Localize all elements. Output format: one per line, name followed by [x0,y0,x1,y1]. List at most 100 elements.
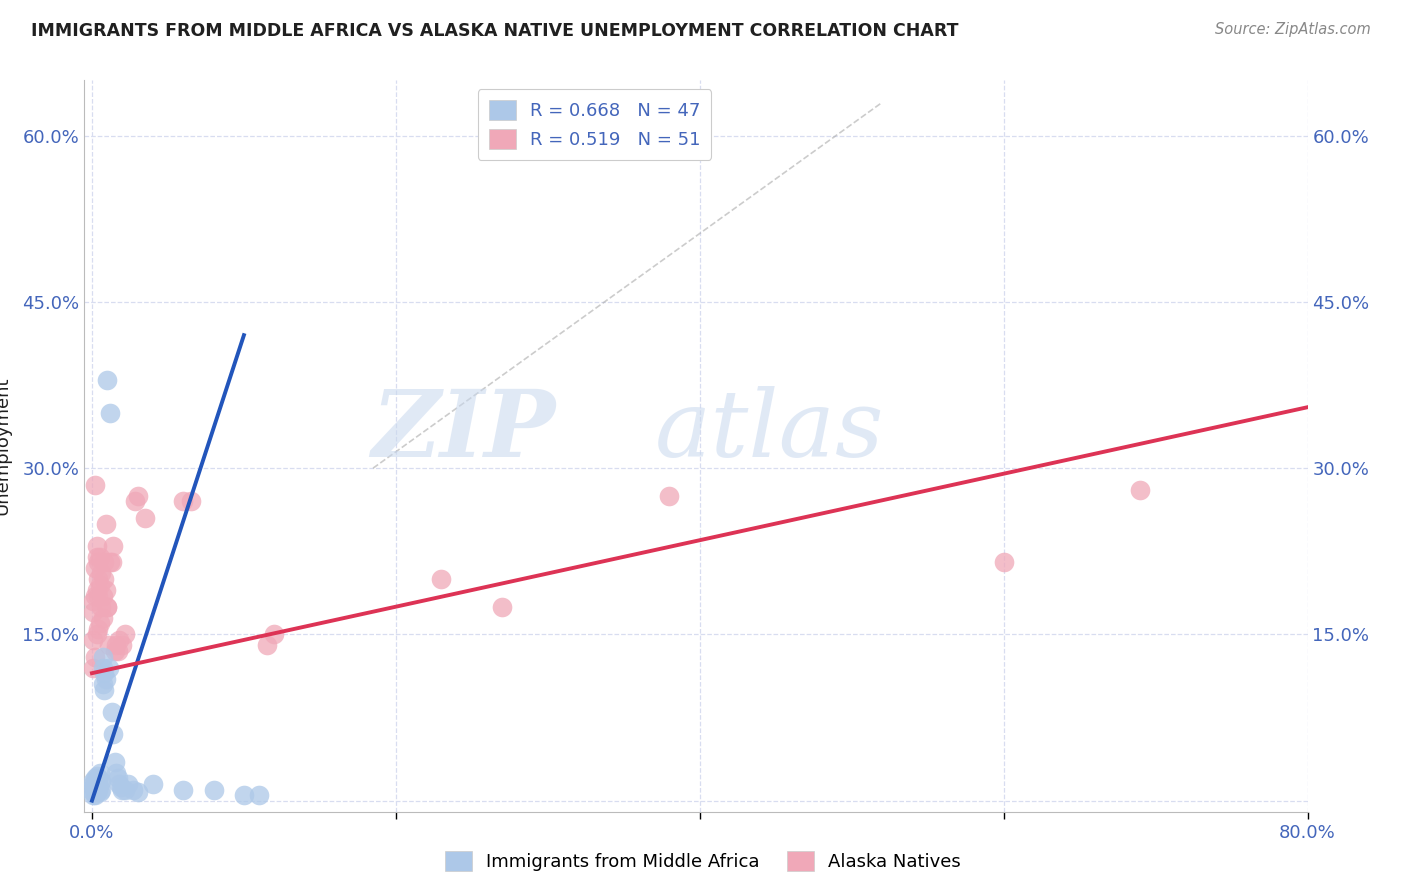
Point [98,555,121,569]
Point [86,780,108,795]
Point [84,777,107,791]
Point [127,489,149,503]
Point [90,782,112,797]
Point [89,549,111,564]
Point [86,773,108,788]
Point [93,666,115,681]
Point [91,589,114,603]
Point [108,777,131,791]
Point [86,785,108,799]
Point [96,372,118,386]
Point [114,627,136,641]
Point [91,677,114,691]
Point [82,594,104,608]
Point [103,539,125,553]
Point [107,644,129,658]
Point [82,605,104,619]
Text: ZIP: ZIP [371,386,555,476]
Point [105,639,128,653]
Point [87,772,110,786]
Point [127,785,149,799]
Point [87,572,110,586]
Point [105,766,128,780]
Point [96,599,118,614]
Point [124,494,146,508]
Legend: Immigrants from Middle Africa, Alaska Natives: Immigrants from Middle Africa, Alaska Na… [437,844,969,879]
Point [87,589,110,603]
Point [89,777,111,791]
Point [93,682,115,697]
Point [256,639,278,653]
Point [202,782,225,797]
Point [247,788,270,802]
Legend: R = 0.668   N = 47, R = 0.519   N = 51: R = 0.668 N = 47, R = 0.519 N = 51 [478,89,711,160]
Point [97,660,120,674]
Point [82,777,104,791]
Point [94,516,117,531]
Point [91,611,114,625]
Point [117,777,139,791]
Point [263,627,285,641]
Text: Source: ZipAtlas.com: Source: ZipAtlas.com [1215,22,1371,37]
Point [94,583,117,598]
Point [96,599,118,614]
Point [114,782,136,797]
Point [82,785,104,799]
Text: atlas: atlas [655,386,884,476]
Point [103,727,125,741]
Point [84,782,107,797]
Point [104,644,127,658]
Point [84,788,107,802]
Point [84,649,107,664]
Point [491,599,513,614]
Point [89,577,111,591]
Point [430,572,453,586]
Point [89,785,111,799]
Point [86,769,108,783]
Point [89,616,111,631]
Point [142,777,165,791]
Point [86,583,108,598]
Point [89,766,111,780]
Point [87,782,110,797]
Point [90,566,112,581]
Point [110,780,132,795]
Point [993,555,1015,569]
Point [90,599,112,614]
Point [93,555,115,569]
Point [100,555,122,569]
Point [82,773,104,788]
Point [232,788,254,802]
Point [180,494,202,508]
Point [87,555,110,569]
Text: IMMIGRANTS FROM MIDDLE AFRICA VS ALASKA NATIVE UNEMPLOYMENT CORRELATION CHART: IMMIGRANTS FROM MIDDLE AFRICA VS ALASKA … [31,22,959,40]
Point [100,705,122,719]
Point [172,494,194,508]
Point [111,782,134,797]
Point [84,561,107,575]
Point [84,477,107,491]
Point [86,549,108,564]
Point [122,782,145,797]
Point [82,780,104,795]
Point [97,639,120,653]
Point [84,589,107,603]
Point [108,632,131,647]
Point [86,627,108,641]
Point [87,622,110,636]
Point [91,660,114,674]
Y-axis label: Unemployment: Unemployment [0,376,11,516]
Point [658,489,681,503]
Point [82,632,104,647]
Point [111,639,134,653]
Point [91,649,114,664]
Point [86,539,108,553]
Point [93,572,115,586]
Point [94,672,117,686]
Point [104,755,127,769]
Point [172,782,194,797]
Point [82,660,104,674]
Point [87,777,110,791]
Point [84,772,107,786]
Point [82,788,104,802]
